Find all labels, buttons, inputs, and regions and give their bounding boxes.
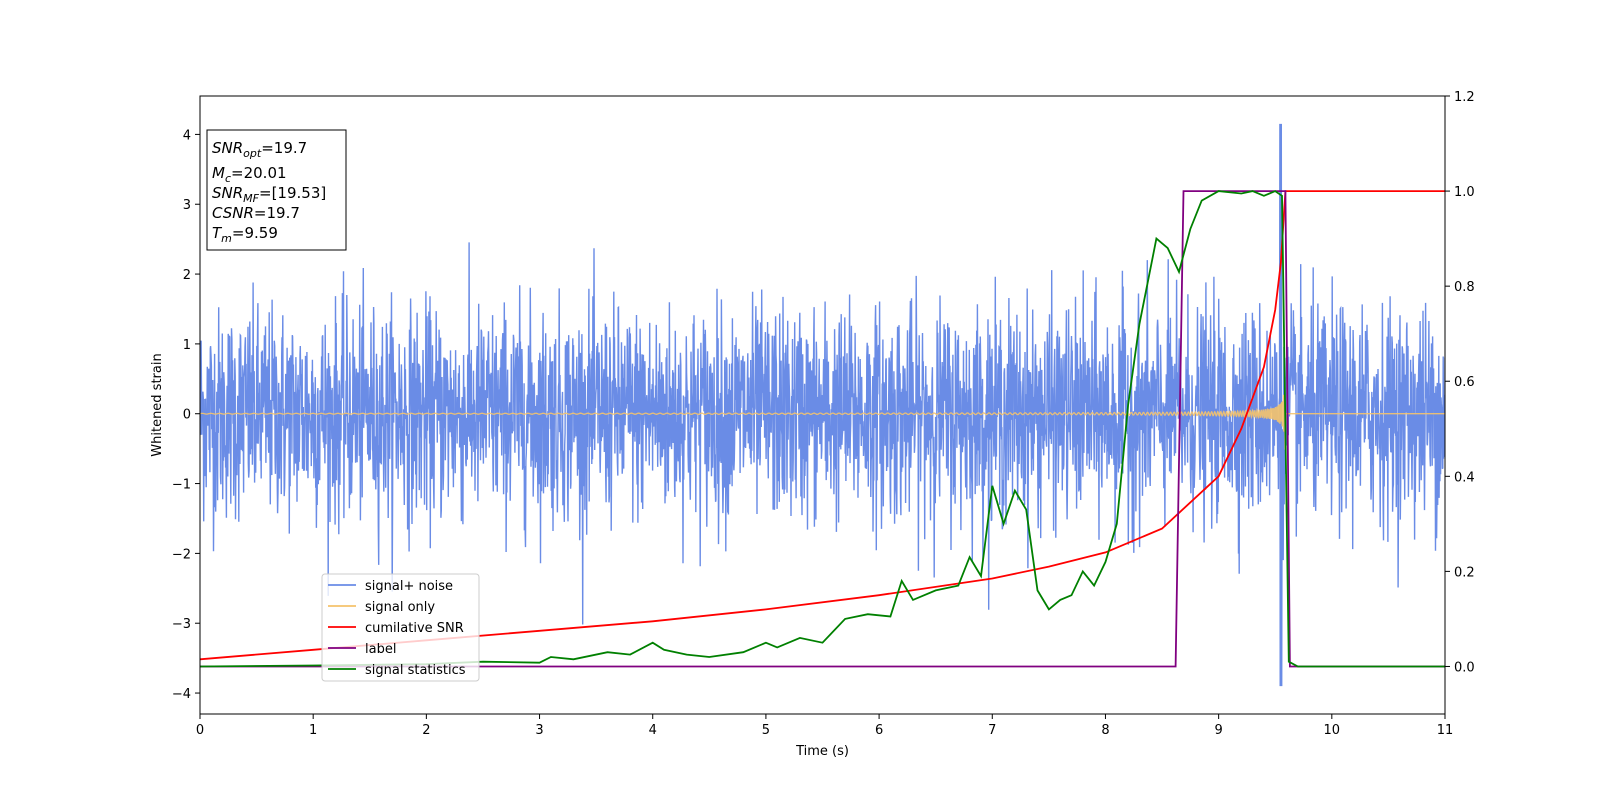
info-box-line: SNRopt=19.7 (212, 139, 307, 160)
x-tick-label: 8 (1101, 723, 1109, 738)
y-left-tick-label: 3 (183, 198, 191, 213)
x-tick-label: 2 (422, 723, 430, 738)
x-tick-label: 1 (309, 723, 317, 738)
legend-entry-label: cumilative SNR (365, 621, 464, 636)
y-left-tick-label: −2 (172, 547, 191, 562)
plot-area (200, 123, 1445, 687)
info-box-frame (206, 129, 347, 251)
legend: signal+ noise signal only cumilative SNR la… (321, 573, 480, 682)
y-right-tick-label: 0.8 (1454, 280, 1475, 295)
y-right-tick-label: 1.2 (1454, 90, 1475, 105)
x-tick-label: 11 (1437, 723, 1454, 738)
x-tick-label: 9 (1214, 723, 1222, 738)
y-axis-label: Whitened strain (150, 353, 165, 456)
y-left-tick-label: 2 (183, 268, 191, 283)
series-signal-only-line (200, 389, 1445, 450)
series-signal-noise-line (200, 123, 1445, 687)
info-box-line: Tm=9.59 (212, 224, 278, 245)
info-box-line: CSNR=19.7 (212, 204, 300, 222)
y-left-tick-label: −1 (172, 478, 191, 493)
y-left-tick-label: 4 (183, 128, 191, 143)
info-box: SNRopt=19.7 Mc=20.01SNRMF=[19.53]CSNR=19.… (206, 129, 347, 251)
x-tick-label: 10 (1324, 723, 1341, 738)
x-tick-label: 7 (988, 723, 996, 738)
y-right-tick-label: 0.6 (1454, 375, 1475, 390)
x-tick-label: 6 (875, 723, 883, 738)
series-cumulative-snr-line (200, 190, 1445, 661)
axes: 0 1 2 3 4 5 6 7 8 9 10 11 −4 −3 −2 −1 0 1 2 3 4 0.0 0.2 0.4 0.6 0… (150, 90, 1475, 759)
info-box-line: SNRMF=[19.53] (212, 184, 326, 205)
x-tick-label: 5 (762, 723, 770, 738)
y-right-tick-label: 0.2 (1454, 565, 1475, 580)
y-left-tick-label: 1 (183, 338, 191, 353)
y-right-tick-label: 1.0 (1454, 185, 1475, 200)
plot-series-group (200, 123, 1445, 687)
y-left-tick-label: −4 (172, 687, 191, 702)
y-left-tick-label: −3 (172, 617, 191, 632)
legend-box (321, 573, 480, 682)
x-tick-label: 4 (649, 723, 657, 738)
y-left-tick-label: 0 (183, 408, 191, 423)
legend-entry-label: signal+ noise (365, 579, 453, 594)
y-right-tick-label: 0.0 (1454, 660, 1475, 675)
axes-frame (199, 95, 1446, 715)
legend-entry-label: label (365, 642, 396, 657)
legend-entry-label: signal statistics (365, 663, 466, 678)
legend-entry-label: signal only (365, 600, 435, 615)
x-axis-label: Time (s) (795, 744, 849, 759)
info-box-line: Mc=20.01 (212, 164, 287, 185)
x-tick-label: 0 (196, 723, 204, 738)
y-right-tick-label: 0.4 (1454, 470, 1475, 485)
x-tick-label: 3 (535, 723, 543, 738)
series-signal-statistics-line (200, 190, 1445, 668)
